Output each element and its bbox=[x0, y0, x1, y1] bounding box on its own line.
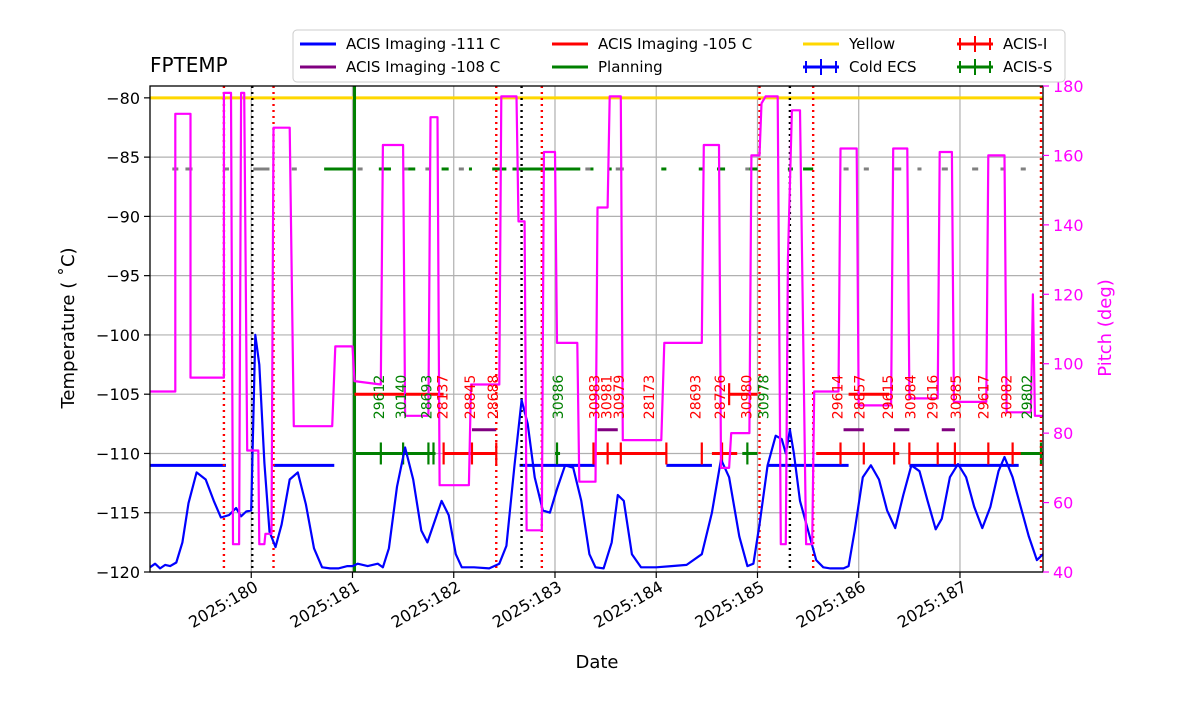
obsid-label: 29802 bbox=[1020, 375, 1036, 420]
y-tick-label: −85 bbox=[106, 148, 140, 167]
y-tick-label: −115 bbox=[96, 504, 140, 523]
y2-tick-label: 80 bbox=[1053, 424, 1073, 443]
obsid-label: 30986 bbox=[551, 375, 567, 420]
obsid-label: 28857 bbox=[853, 375, 869, 420]
y2-tick-label: 140 bbox=[1053, 216, 1084, 235]
x-tick-label: 2025:187 bbox=[894, 577, 970, 632]
legend-label: Cold ECS bbox=[849, 58, 917, 76]
obsid-label: 28173 bbox=[642, 375, 658, 420]
legend-label: ACIS-I bbox=[1003, 35, 1047, 53]
y2-tick-label: 40 bbox=[1053, 563, 1073, 582]
obsid-labels: 29612 30140 28693 28137 28845 28688 30986 30983… bbox=[372, 375, 1036, 420]
y2-tick-label: 60 bbox=[1053, 494, 1073, 513]
y2-tick-label: 100 bbox=[1053, 355, 1084, 374]
x-tick-label: 2025:183 bbox=[489, 577, 565, 632]
y-axis-label: Temperature ( ˚C) bbox=[58, 247, 79, 409]
obsid-label: 29612 bbox=[372, 375, 388, 420]
obsid-label: 30983 bbox=[587, 375, 603, 420]
obsid-label: 28845 bbox=[463, 375, 479, 420]
y-tick-label: −120 bbox=[96, 563, 140, 582]
y-tick-label: −105 bbox=[96, 385, 140, 404]
obsid-label: 29615 bbox=[881, 375, 897, 420]
legend: ACIS Imaging -111 C ACIS Imaging -108 C AC… bbox=[292, 29, 1066, 83]
x-tick-label: 2025:185 bbox=[692, 577, 768, 632]
legend-label: ACIS Imaging -105 C bbox=[598, 35, 752, 53]
y2-tick-label: 160 bbox=[1053, 146, 1084, 165]
y2-tick-label: 120 bbox=[1053, 285, 1084, 304]
x-tick-label: 2025:180 bbox=[185, 577, 261, 632]
obsid-label: 28693 bbox=[419, 375, 435, 420]
series-line-pitch bbox=[150, 91, 1043, 546]
chart-marks bbox=[149, 86, 1044, 572]
obsid-label: 28137 bbox=[436, 375, 452, 420]
obsid-label: 30978 bbox=[757, 375, 773, 420]
obsid-label: 30140 bbox=[394, 375, 410, 420]
obsid-label: 29614 bbox=[830, 375, 846, 420]
x-tick-label: 2025:186 bbox=[793, 577, 869, 632]
legend-label: Yellow bbox=[848, 35, 895, 53]
obsid-label: 30979 bbox=[612, 375, 628, 420]
y-tick-label: −80 bbox=[106, 89, 140, 108]
y-tick-label: −95 bbox=[106, 267, 140, 286]
y-tick-label: −110 bbox=[96, 444, 140, 463]
y2-axis-label: Pitch (deg) bbox=[1095, 279, 1116, 377]
x-tick-label: 2025:181 bbox=[287, 577, 363, 632]
legend-label: ACIS-S bbox=[1003, 58, 1052, 76]
obsid-label: 28726 bbox=[713, 375, 729, 420]
legend-label: Planning bbox=[598, 58, 663, 76]
x-axis-label: Date bbox=[575, 652, 618, 673]
series-line-fptemp bbox=[149, 333, 1044, 570]
obsid-label: 28693 bbox=[689, 375, 705, 420]
y-tick-label: −90 bbox=[106, 207, 140, 226]
legend-label: ACIS Imaging -111 C bbox=[346, 35, 500, 53]
x-tick-label: 2025:184 bbox=[590, 577, 666, 632]
obsid-label: 30985 bbox=[949, 375, 965, 420]
legend-label: ACIS Imaging -108 C bbox=[346, 58, 500, 76]
plot-frame bbox=[149, 85, 1044, 573]
y-tick-label: −100 bbox=[96, 326, 140, 345]
x-tick-label: 2025:182 bbox=[388, 577, 464, 632]
legend-box bbox=[292, 29, 1066, 83]
obsid-label: 30981 bbox=[600, 375, 616, 420]
obsid-label: 29616 bbox=[926, 375, 942, 420]
obsid-label: 30980 bbox=[739, 375, 755, 420]
chart-title: FPTEMP bbox=[150, 53, 228, 77]
obsid-label: 30984 bbox=[903, 375, 919, 420]
obsid-label: 29617 bbox=[976, 375, 992, 420]
obsid-label: 28688 bbox=[486, 375, 502, 420]
obsid-label: 30982 bbox=[1000, 375, 1016, 420]
